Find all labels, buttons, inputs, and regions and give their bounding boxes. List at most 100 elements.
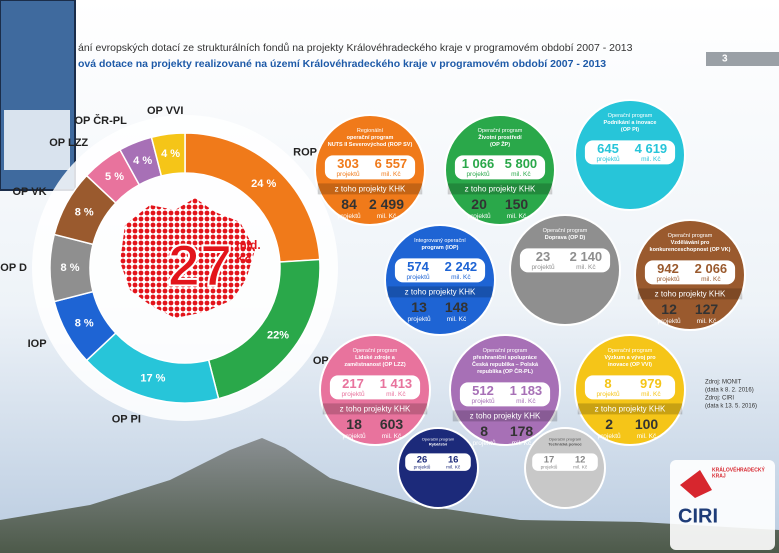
- khk-money: 603: [380, 416, 404, 432]
- program-title: (OP ŽP): [490, 140, 510, 148]
- unit-money: mil. Kč: [637, 433, 657, 440]
- unit-projects: projektů: [656, 275, 680, 283]
- unit-money: mil. Kč: [451, 274, 471, 281]
- unit-money: mil. Kč: [377, 213, 397, 220]
- total-money: 6 557: [375, 156, 408, 171]
- program-title: zaměstnanost (OP LZZ): [344, 362, 405, 368]
- program-title: program (IOP): [422, 245, 459, 251]
- unit-money: mil. Kč: [697, 318, 717, 325]
- khk-label: z toho projekty KHK: [595, 405, 666, 414]
- program-title: Podnikání a inovace: [604, 120, 657, 126]
- unit-projects: projektů: [406, 273, 430, 281]
- unit-money: mil. Kč: [516, 398, 536, 405]
- category-label: OP PI: [112, 414, 141, 426]
- category-label: OP D: [0, 262, 27, 274]
- unit-projects: projektů: [468, 212, 492, 220]
- unit-projects: projektů: [414, 463, 431, 470]
- program-title: Lidské zdroje a: [355, 355, 396, 361]
- title: ání evropských dotací ze strukturálních …: [78, 42, 633, 54]
- total-projects: 645: [597, 141, 619, 156]
- program-title: přeshraniční spolupráce: [473, 355, 537, 361]
- khk-money: 148: [445, 299, 469, 315]
- total-money: 979: [640, 376, 662, 391]
- total-money: 2 140: [570, 249, 603, 264]
- unit-money: mil. Kč: [382, 433, 402, 440]
- total-projects: 303: [337, 156, 359, 171]
- unit-money: mil. Kč: [641, 156, 661, 163]
- source-line: (data k 13. 5. 2016): [705, 404, 757, 410]
- unit-projects: projektů: [541, 463, 558, 470]
- unit-money: mil. Kč: [511, 171, 531, 178]
- program-title: Integrovaný operační: [414, 238, 466, 244]
- program-title: Česká republika – Polská: [472, 361, 539, 368]
- unit-money: mil. Kč: [576, 264, 596, 271]
- program-title: konkurenceschopnost (OP VK): [650, 247, 731, 253]
- unit-projects: projektů: [531, 263, 555, 271]
- logo: KRÁLOVÉHRADECKÝ KRAJ CIRI: [670, 460, 775, 550]
- program-title: Výzkum a vývoj pro: [604, 355, 656, 361]
- unit-projects: projektů: [473, 439, 497, 447]
- unit-money: mil. Kč: [573, 464, 588, 470]
- category-label: OP VVI: [147, 105, 183, 117]
- program-title: Operační program: [608, 348, 653, 354]
- segment-label: 8 %: [61, 262, 80, 274]
- total-projects: 17: [544, 454, 555, 465]
- total-money: 12: [575, 454, 586, 465]
- unit-projects: projektů: [471, 397, 495, 405]
- program-title: inovace (OP VVI): [608, 362, 652, 368]
- total-value: 27: [168, 233, 233, 298]
- total-projects: 23: [536, 249, 550, 264]
- khk-projects: 8: [480, 423, 488, 439]
- program-title: Operační program: [668, 233, 713, 239]
- unit-projects: projektů: [343, 432, 367, 440]
- program-title: Operační program: [543, 228, 588, 234]
- logo-region: KRAJ: [712, 473, 726, 479]
- khk-label: z toho projekty KHK: [335, 185, 406, 194]
- segment-label: 8 %: [75, 207, 94, 219]
- program-title: Vzdělávání pro: [671, 240, 710, 246]
- source-line: (data k 8. 2. 2016): [705, 388, 754, 394]
- khk-projects: 84: [341, 196, 357, 212]
- khk-label: z toho projekty KHK: [405, 288, 476, 297]
- total-unit: Kč: [236, 252, 252, 266]
- unit-projects: projektů: [408, 315, 432, 323]
- total-projects: 574: [407, 259, 429, 274]
- page-number: 3: [722, 54, 728, 65]
- total-projects: 8: [604, 376, 611, 391]
- khk-money: 150: [505, 196, 529, 212]
- unit-money: mil. Kč: [641, 391, 661, 398]
- unit-money: mil. Kč: [507, 213, 527, 220]
- segment-label: 17 %: [140, 372, 165, 384]
- total-money: 1 183: [510, 383, 543, 398]
- total-money: 5 800: [505, 156, 538, 171]
- total-projects: 512: [472, 383, 494, 398]
- khk-label: z toho projekty KHK: [465, 185, 536, 194]
- category-label: OP ČR-PL: [74, 114, 127, 127]
- khk-projects: 2: [605, 416, 613, 432]
- subtitle: ová dotace na projekty realizované na úz…: [78, 58, 606, 70]
- source-line: Zdroj: CIRI: [705, 396, 734, 402]
- total-money: 2 066: [695, 261, 728, 276]
- program-title: Doprava (OP D): [545, 235, 586, 241]
- khk-label: z toho projekty KHK: [655, 290, 726, 299]
- unit-money: mil. Kč: [701, 276, 721, 283]
- segment-label: 24 %: [251, 178, 276, 190]
- segment-label: 4 %: [161, 148, 180, 160]
- unit-money: mil. Kč: [386, 391, 406, 398]
- total-unit: mld.: [236, 238, 261, 252]
- category-label: OP LZZ: [49, 137, 88, 149]
- total-money: 1 413: [380, 376, 413, 391]
- khk-label: z toho projekty KHK: [470, 412, 541, 421]
- program-title: Operační program: [608, 113, 653, 119]
- program-title: republika (OP ČR-PL): [477, 368, 533, 375]
- khk-money: 178: [510, 423, 534, 439]
- khk-money: 2 499: [369, 196, 404, 212]
- page-bar: [706, 52, 779, 66]
- total-money: 16: [448, 454, 459, 465]
- khk-projects: 12: [661, 301, 677, 317]
- program-title: Operační program: [483, 348, 528, 354]
- segment-label: 22%: [267, 330, 289, 342]
- program-title: Životní prostředí: [478, 133, 522, 141]
- total-money: 2 242: [445, 259, 478, 274]
- unit-projects: projektů: [598, 432, 622, 440]
